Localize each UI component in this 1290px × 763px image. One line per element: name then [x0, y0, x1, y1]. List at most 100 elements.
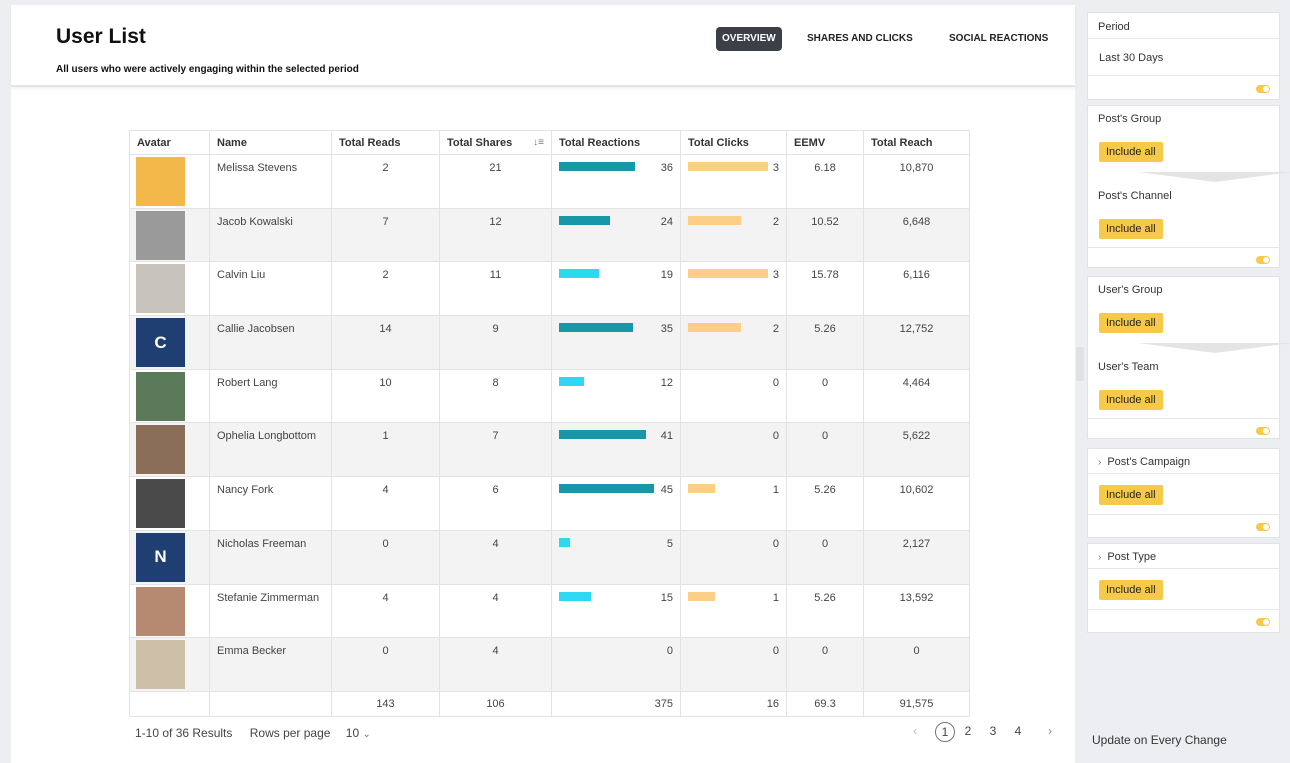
- notch-divider: [1138, 343, 1290, 353]
- page-3[interactable]: 3: [989, 724, 997, 738]
- period-toggle[interactable]: [1256, 85, 1270, 93]
- rows-per-page-select[interactable]: 10 ⌄: [346, 726, 377, 740]
- total-reactions-value: 35: [660, 323, 673, 336]
- column-header-total-clicks[interactable]: Total Clicks: [680, 130, 787, 155]
- clicks-bar: [688, 162, 768, 171]
- avatar[interactable]: [136, 264, 185, 314]
- total-reactions-cell: 19: [551, 261, 681, 317]
- posts-group-title: Post's Group: [1098, 113, 1162, 125]
- table-row[interactable]: Nancy Fork 4 6 45 1 5.26 10,602: [129, 476, 970, 531]
- avatar[interactable]: [136, 586, 185, 636]
- users-group-title: User's Group: [1098, 284, 1163, 296]
- total-clicks-value: 0: [772, 376, 779, 389]
- column-header-eemv[interactable]: EEMV: [786, 130, 864, 155]
- table-row[interactable]: Stefanie Zimmerman 4 4 15 1 5.26 13,592: [129, 584, 970, 639]
- posts-group-include-all-button[interactable]: Include all: [1099, 142, 1163, 162]
- table-row[interactable]: Jacob Kowalski 7 12 24 2 10.52 6,648: [129, 208, 970, 263]
- users-team-include-all-button[interactable]: Include all: [1099, 390, 1163, 410]
- total-reactions-cell: 15: [551, 584, 681, 639]
- total-shares-value: 21: [439, 154, 552, 209]
- user-name[interactable]: Robert Lang: [209, 369, 332, 424]
- post-filter-toggle[interactable]: [1256, 256, 1270, 264]
- table-row[interactable]: C Callie Jacobsen 14 9 35 2 5.26 12,752: [129, 315, 970, 370]
- total-reach-value: 12,752: [863, 315, 970, 370]
- tab-shares-and-clicks[interactable]: SHARES AND CLICKS: [807, 33, 913, 44]
- avatar-cell: [129, 208, 210, 263]
- table-row[interactable]: Calvin Liu 2 11 19 3 15.78 6,116: [129, 261, 970, 317]
- eemv-value: 6.18: [786, 154, 864, 209]
- posts-campaign-include-all-button[interactable]: Include all: [1099, 485, 1163, 505]
- table-row[interactable]: Ophelia Longbottom 1 7 41 0 0 5,622: [129, 422, 970, 478]
- page-1[interactable]: 1: [935, 722, 955, 742]
- next-page-icon[interactable]: ›: [1048, 724, 1052, 738]
- column-header-total-reach[interactable]: Total Reach: [863, 130, 970, 155]
- total-clicks-value: 0: [772, 430, 779, 443]
- users-group-include-all-button[interactable]: Include all: [1099, 313, 1163, 333]
- column-header-total-shares[interactable]: Total Shares ↓≡: [439, 130, 552, 155]
- total-shares-value: 6: [439, 476, 552, 531]
- tab-overview[interactable]: OVERVIEW: [716, 27, 782, 51]
- total-reads-value: 0: [331, 637, 440, 692]
- page-4[interactable]: 4: [1014, 724, 1022, 738]
- reactions-bar: [559, 215, 610, 225]
- total-clicks-value: 2: [772, 323, 779, 336]
- total-clicks-value: 3: [772, 269, 779, 282]
- avatar-cell: C: [129, 315, 210, 370]
- column-header-name[interactable]: Name: [209, 130, 332, 155]
- user-name[interactable]: Calvin Liu: [209, 261, 332, 317]
- total-shares-value: 9: [439, 315, 552, 370]
- avatar-cell: [129, 369, 210, 424]
- avatar-initial: C: [154, 332, 167, 352]
- total-reads-value: 4: [331, 584, 440, 639]
- posts-channel-title: Post's Channel: [1098, 190, 1172, 202]
- avatar[interactable]: [136, 157, 185, 206]
- clicks-bar: [688, 484, 715, 494]
- user-name[interactable]: Nicholas Freeman: [209, 530, 332, 585]
- user-name[interactable]: Ophelia Longbottom: [209, 422, 332, 478]
- avatar[interactable]: [136, 479, 185, 529]
- table-row[interactable]: Robert Lang 10 8 12 0 0 4,464: [129, 369, 970, 424]
- total-reach-value: 2,127: [863, 530, 970, 585]
- user-name[interactable]: Emma Becker: [209, 637, 332, 692]
- avatar[interactable]: [136, 425, 185, 475]
- sort-icon[interactable]: ↓≡: [533, 136, 544, 148]
- update-on-every-change-label[interactable]: Update on Every Change: [1092, 733, 1227, 747]
- clicks-bar: [688, 323, 741, 333]
- total-clicks-cell: 1: [680, 584, 787, 639]
- avatar[interactable]: [136, 210, 185, 260]
- avatar[interactable]: C: [136, 318, 185, 368]
- sidebar-collapse-handle[interactable]: [1076, 347, 1084, 381]
- period-select[interactable]: Last 30 Days: [1099, 52, 1164, 64]
- avatar[interactable]: [136, 640, 185, 690]
- user-name[interactable]: Nancy Fork: [209, 476, 332, 531]
- prev-page-icon[interactable]: ‹: [913, 724, 917, 738]
- avatar-cell: [129, 476, 210, 531]
- page-title: User List: [56, 25, 146, 48]
- posts-campaign-header[interactable]: › Post's Campaign: [1098, 456, 1190, 468]
- column-header-total-reactions[interactable]: Total Reactions: [551, 130, 681, 155]
- user-name[interactable]: Jacob Kowalski: [209, 208, 332, 263]
- chevron-right-icon: ›: [1098, 457, 1102, 468]
- campaign-toggle[interactable]: [1256, 523, 1270, 531]
- post-type-toggle[interactable]: [1256, 618, 1270, 626]
- tab-social-reactions[interactable]: SOCIAL REACTIONS: [949, 33, 1049, 44]
- post-type-include-all-button[interactable]: Include all: [1099, 580, 1163, 600]
- user-name[interactable]: Melissa Stevens: [209, 154, 332, 209]
- table-row[interactable]: Melissa Stevens 2 21 36 3 6.18 10,870: [129, 154, 970, 209]
- total-reads-sum: 143: [331, 690, 440, 717]
- total-clicks-cell: 3: [680, 261, 787, 317]
- total-reach-value: 0: [863, 637, 970, 692]
- posts-channel-include-all-button[interactable]: Include all: [1099, 219, 1163, 239]
- page-2[interactable]: 2: [964, 724, 972, 738]
- user-name[interactable]: Callie Jacobsen: [209, 315, 332, 370]
- user-filter-toggle[interactable]: [1256, 427, 1270, 435]
- table-row[interactable]: N Nicholas Freeman 0 4 5 0 0 2,127: [129, 530, 970, 585]
- avatar[interactable]: [136, 371, 185, 421]
- column-header-avatar[interactable]: Avatar: [129, 130, 210, 155]
- column-header-total-reads[interactable]: Total Reads: [331, 130, 440, 155]
- user-name[interactable]: Stefanie Zimmerman: [209, 584, 332, 639]
- post-type-header[interactable]: › Post Type: [1098, 551, 1156, 563]
- avatar[interactable]: N: [136, 532, 185, 582]
- table-row[interactable]: Emma Becker 0 4 0 0 0 0: [129, 637, 970, 692]
- total-clicks-cell: 3: [680, 154, 787, 209]
